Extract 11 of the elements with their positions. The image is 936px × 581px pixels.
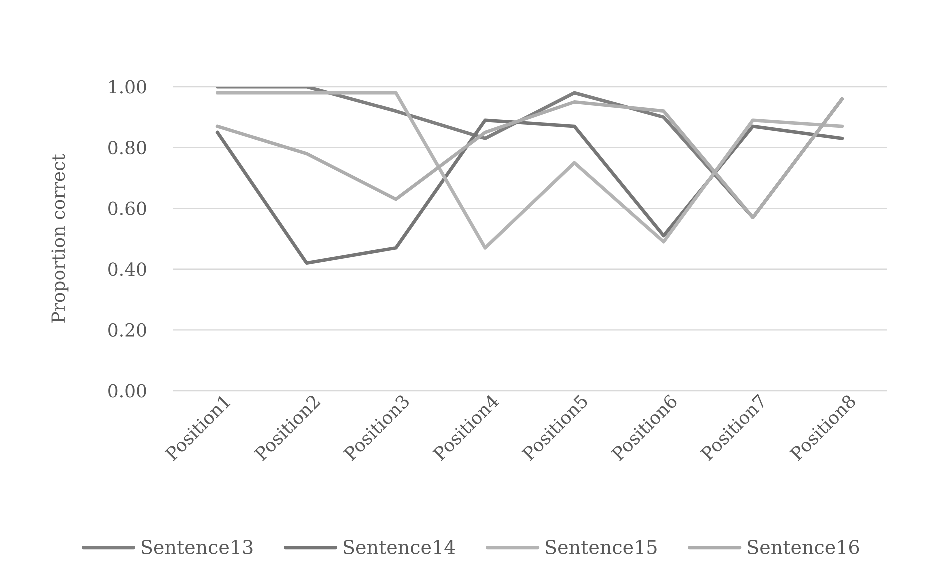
legend-label: Sentence15 [546,540,657,554]
y-tick-label: 0.80 [108,140,146,155]
legend-label: Sentence16 [748,540,860,554]
y-tick-label: 0.20 [108,323,146,337]
y-tick-label: 0.00 [108,384,146,398]
legend-label: Sentence14 [344,540,456,554]
y-axis-title: Proportion correct [52,154,69,323]
y-tick-label: 0.40 [108,262,146,276]
legend-label: Sentence13 [142,540,253,554]
y-tick-label: 1.00 [110,80,146,94]
y-tick-label: 0.60 [108,202,146,216]
